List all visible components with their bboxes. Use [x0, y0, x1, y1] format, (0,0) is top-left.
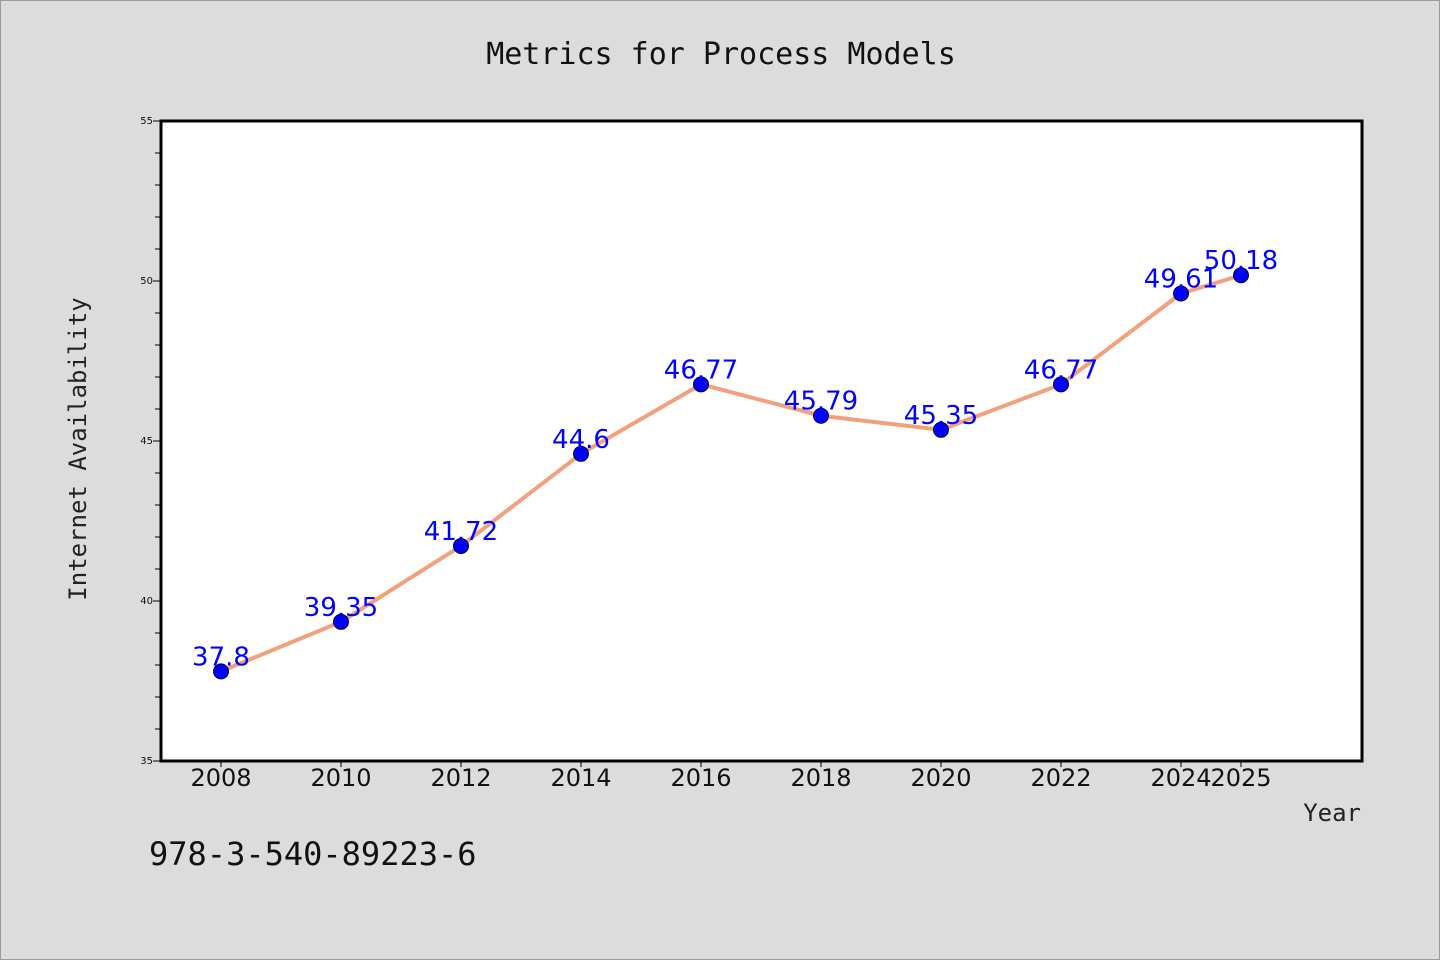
data-point [933, 421, 949, 438]
data-label: 41.72 [424, 517, 498, 547]
chart-title: Metrics for Process Models [486, 37, 956, 72]
y-axis-label: Internet Availability [64, 297, 92, 600]
x-tick-label: 2020 [910, 764, 971, 792]
plot-frame [159, 119, 1364, 763]
x-axis-label: Year [1303, 799, 1361, 827]
x-tick-label: 2018 [790, 764, 851, 792]
x-tick-label: 2008 [190, 764, 251, 792]
data-labels: 37.8 39.35 41.72 44.6 46.77 45.79 45.35 46.77 49… [192, 246, 1278, 672]
y-tick-label: 40 [140, 596, 153, 607]
y-axis-ticks: 35 40 45 50 55 [140, 116, 161, 767]
x-tick-label: 2024 [1150, 764, 1211, 792]
plot-area [161, 121, 1362, 761]
x-tick-label: 2010 [310, 764, 371, 792]
x-tick-label: 2014 [550, 764, 611, 792]
data-point [1233, 267, 1249, 284]
data-point [1053, 376, 1069, 393]
data-point [333, 613, 349, 630]
data-label: 39.35 [304, 593, 378, 623]
data-label: 45.79 [784, 387, 858, 417]
x-tick-label: 2022 [1030, 764, 1091, 792]
data-point [693, 376, 709, 393]
data-point [573, 445, 589, 462]
data-point [213, 663, 229, 680]
data-markers [213, 267, 1249, 680]
y-tick-label: 35 [140, 756, 153, 767]
data-label: 46.77 [1024, 355, 1098, 385]
x-tick-label: 2012 [430, 764, 491, 792]
data-point [453, 537, 469, 554]
data-label: 45.35 [904, 401, 978, 431]
x-tick-label: 2016 [670, 764, 731, 792]
data-point [813, 407, 829, 424]
data-point [1173, 285, 1189, 302]
y-tick-label: 55 [140, 116, 153, 127]
x-tick-label: 2025 [1210, 764, 1271, 792]
data-label: 50.18 [1204, 246, 1278, 276]
isbn-footnote: 978-3-540-89223-6 [149, 835, 477, 873]
data-label: 46.77 [664, 355, 738, 385]
y-tick-label: 50 [140, 276, 153, 287]
data-label: 37.8 [192, 642, 250, 672]
series-line [220, 273, 1242, 674]
data-label: 44.6 [552, 425, 610, 455]
y-tick-label: 45 [140, 436, 153, 447]
data-label: 49.61 [1144, 264, 1218, 294]
